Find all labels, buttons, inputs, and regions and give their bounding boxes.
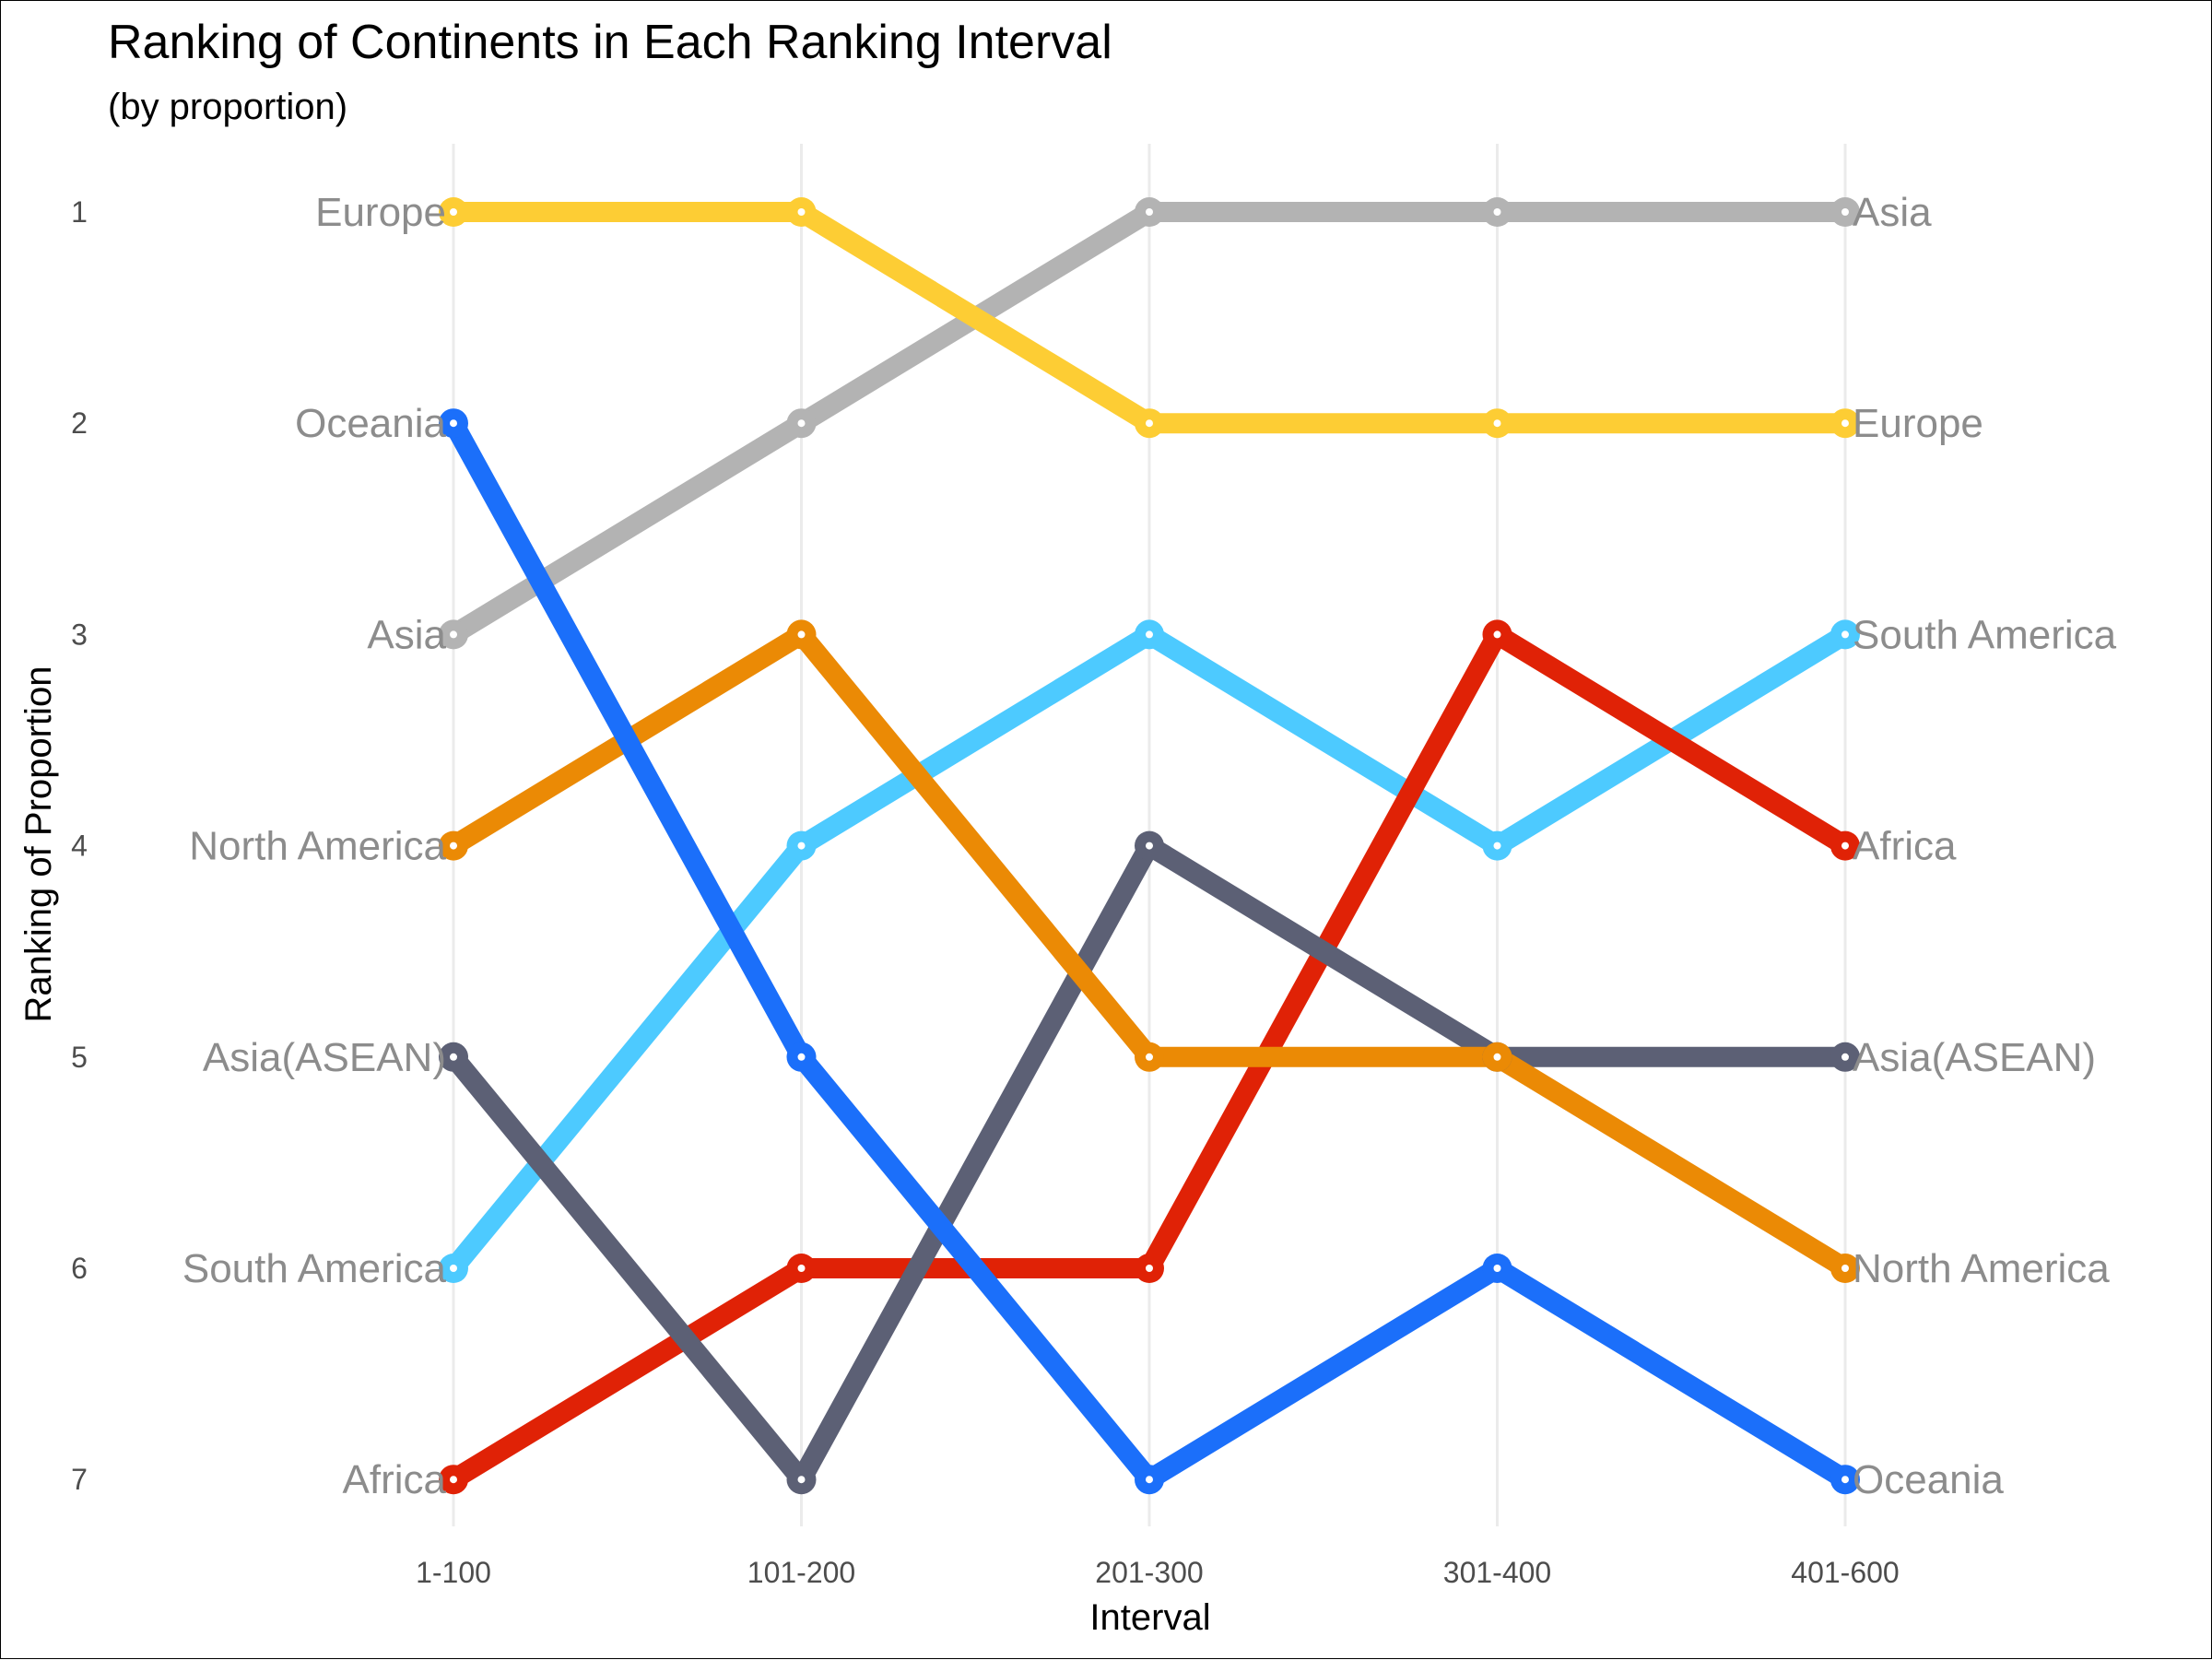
- y-tick-label-6: 6: [71, 1252, 88, 1285]
- series-point-center-oceania-201-300: [1146, 1476, 1153, 1484]
- series-point-center-oceania-301-400: [1493, 1265, 1501, 1272]
- series-point-center-south-america-201-300: [1146, 630, 1153, 639]
- series-point-center-north-america-1-100: [450, 842, 457, 850]
- series-point-center-asia-301-400: [1493, 208, 1501, 216]
- x-tick-label-1-100: 1-100: [416, 1556, 491, 1589]
- y-axis-title: Ranking of Proportion: [18, 666, 59, 1023]
- series-label-start-south-america: South America: [182, 1246, 447, 1291]
- y-tick-label-3: 3: [71, 618, 88, 651]
- series-point-center-asia-101-200: [797, 419, 806, 428]
- series-point-center-south-america-101-200: [797, 842, 806, 850]
- series-label-end-south-america: South America: [1853, 612, 2117, 657]
- series-point-center-asia-asean-201-300: [1146, 842, 1153, 850]
- series-point-center-europe-101-200: [797, 208, 806, 216]
- chart-subtitle: (by proportion): [108, 87, 347, 127]
- series-point-center-africa-101-200: [797, 1265, 806, 1272]
- series-point-center-asia-401-600: [1841, 208, 1849, 216]
- series-point-center-europe-401-600: [1841, 419, 1849, 428]
- series-point-center-asia-asean-1-100: [450, 1053, 457, 1061]
- series-point-center-africa-301-400: [1493, 630, 1501, 639]
- series-point-center-asia-201-300: [1146, 208, 1153, 216]
- series-point-center-north-america-201-300: [1146, 1053, 1153, 1061]
- series-point-center-europe-201-300: [1146, 419, 1153, 428]
- y-tick-label-7: 7: [71, 1463, 88, 1496]
- series-label-end-europe: Europe: [1853, 401, 1983, 446]
- series-point-center-africa-201-300: [1146, 1265, 1153, 1272]
- series-point-center-south-america-401-600: [1841, 630, 1849, 639]
- series-point-center-oceania-1-100: [450, 419, 457, 428]
- x-tick-label-201-300: 201-300: [1095, 1556, 1203, 1589]
- y-tick-label-4: 4: [71, 830, 88, 863]
- series-label-start-africa: Africa: [343, 1457, 447, 1502]
- y-tick-label-2: 2: [71, 406, 88, 440]
- series-point-center-oceania-401-600: [1841, 1476, 1849, 1484]
- series-points: [439, 197, 1860, 1495]
- series-label-start-europe: Europe: [315, 190, 446, 235]
- series-point-center-oceania-101-200: [797, 1053, 806, 1061]
- series-point-center-asia-1-100: [450, 630, 457, 639]
- series-point-center-north-america-401-600: [1841, 1265, 1849, 1272]
- x-tick-labels: 1-100 101-200 201-300 301-400 401-600: [416, 1556, 1900, 1589]
- series-point-center-south-america-301-400: [1493, 842, 1501, 850]
- series-point-center-north-america-101-200: [797, 630, 806, 639]
- series-label-end-north-america: North America: [1853, 1246, 2110, 1291]
- x-tick-label-301-400: 301-400: [1443, 1556, 1551, 1589]
- series-label-start-oceania: Oceania: [295, 401, 446, 446]
- series-label-start-asia-asean: Asia(ASEAN): [203, 1035, 446, 1080]
- x-tick-label-401-600: 401-600: [1791, 1556, 1899, 1589]
- series-point-center-europe-1-100: [450, 208, 457, 216]
- series-point-center-africa-401-600: [1841, 842, 1849, 850]
- series-point-center-europe-301-400: [1493, 419, 1501, 428]
- series-point-center-north-america-301-400: [1493, 1053, 1501, 1061]
- series-labels: Asia Asia Europe Europe South America South A…: [182, 190, 2117, 1502]
- series-label-end-asia: Asia: [1853, 190, 1932, 235]
- y-tick-labels: 1 2 3 4 5 6 7: [71, 195, 88, 1496]
- series-point-center-asia-asean-101-200: [797, 1476, 806, 1484]
- series-point-center-south-america-1-100: [450, 1265, 457, 1272]
- series-label-start-asia: Asia: [367, 612, 446, 657]
- series-label-end-oceania: Oceania: [1853, 1457, 2004, 1502]
- x-tick-label-101-200: 101-200: [747, 1556, 855, 1589]
- series-point-center-africa-1-100: [450, 1476, 457, 1484]
- series-label-start-north-america: North America: [189, 824, 446, 869]
- x-axis-title: Interval: [1089, 1597, 1210, 1638]
- series-label-end-asia-asean: Asia(ASEAN): [1853, 1035, 2096, 1080]
- y-tick-label-5: 5: [71, 1041, 88, 1074]
- y-tick-label-1: 1: [71, 195, 88, 229]
- series-label-end-africa: Africa: [1853, 824, 1957, 869]
- chart-title: Ranking of Continents in Each Ranking In…: [108, 16, 1112, 69]
- series-point-center-asia-asean-401-600: [1841, 1053, 1849, 1061]
